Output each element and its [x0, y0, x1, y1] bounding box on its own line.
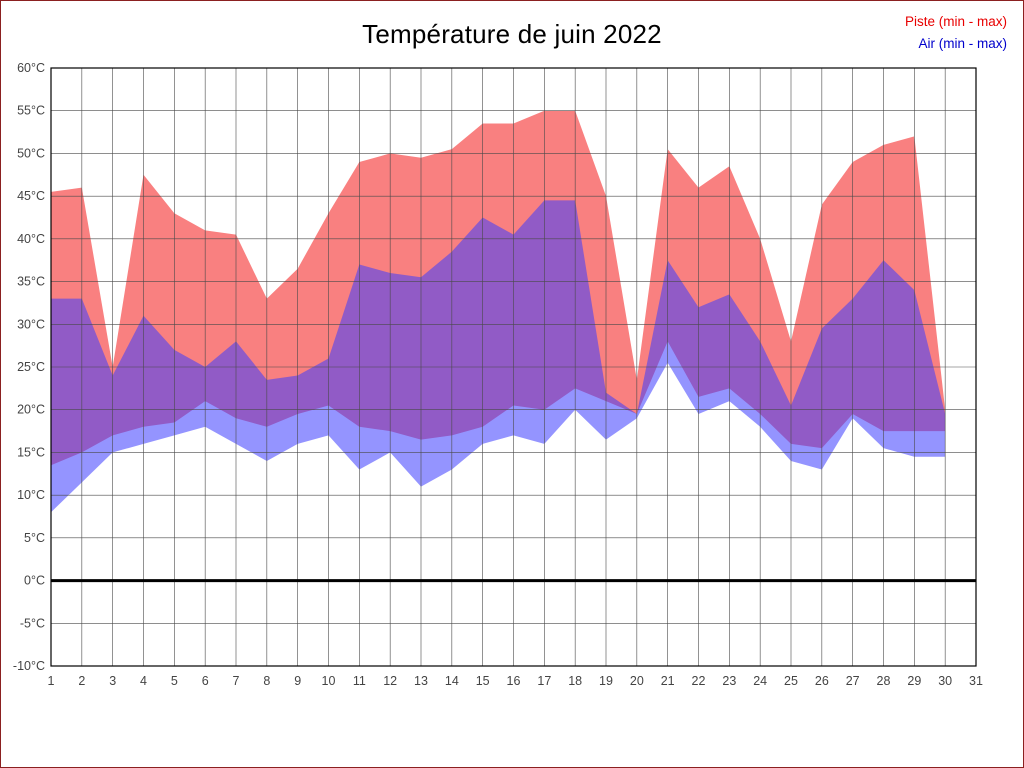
x-tick-label: 3 [109, 674, 116, 688]
x-tick-label: 9 [294, 674, 301, 688]
x-tick-label: 14 [445, 674, 459, 688]
x-tick-label: 23 [722, 674, 736, 688]
legend-item-air: Air (min - max) [918, 36, 1008, 51]
legend-item-piste: Piste (min - max) [904, 14, 1007, 29]
x-tick-label: 11 [353, 674, 366, 688]
y-tick-label: 30°C [17, 317, 45, 331]
x-tick-label: 16 [507, 674, 521, 688]
y-tick-label: -5°C [20, 616, 45, 630]
legend: Piste (min - max) Air (min - max) [905, 11, 1007, 55]
x-tick-label: 12 [383, 674, 397, 688]
x-tick-label: 4 [140, 674, 147, 688]
x-tick-label: 21 [661, 674, 675, 688]
y-tick-label: 40°C [17, 232, 45, 246]
y-tick-label: 10°C [17, 488, 45, 502]
x-tick-label: 2 [78, 674, 85, 688]
x-tick-label: 5 [171, 674, 178, 688]
y-tick-label: 0°C [24, 574, 45, 588]
x-tick-label: 26 [815, 674, 829, 688]
x-tick-label: 17 [537, 674, 551, 688]
x-tick-label: 28 [877, 674, 891, 688]
y-tick-label: 50°C [17, 146, 45, 160]
x-tick-label: 15 [476, 674, 490, 688]
plot-border [50, 67, 977, 667]
x-tick-label: 8 [263, 674, 270, 688]
y-tick-label: 60°C [17, 61, 45, 75]
x-tick-label: 6 [202, 674, 209, 688]
band-air [51, 200, 946, 513]
x-tick-label: 29 [907, 674, 921, 688]
x-tick-label: 10 [322, 674, 336, 688]
chart-title: Température de juin 2022 [362, 19, 662, 49]
x-tick-label: 19 [599, 674, 613, 688]
x-tick-label: 22 [692, 674, 706, 688]
y-tick-label: -10°C [13, 659, 45, 673]
y-tick-label: 20°C [17, 403, 45, 417]
y-tick-label: 35°C [17, 275, 45, 289]
x-tick-label: 27 [846, 674, 860, 688]
x-tick-label: 30 [938, 674, 952, 688]
x-tick-label: 31 [969, 674, 983, 688]
x-tick-label: 1 [48, 674, 55, 688]
y-tick-label: 15°C [17, 445, 45, 459]
y-tick-label: 25°C [17, 360, 45, 374]
x-tick-label: 20 [630, 674, 644, 688]
x-tick-label: 24 [753, 674, 767, 688]
x-tick-label: 7 [233, 674, 240, 688]
x-tick-label: 13 [414, 674, 428, 688]
x-tick-label: 25 [784, 674, 798, 688]
x-tick-label: 18 [568, 674, 582, 688]
y-tick-label: 45°C [17, 189, 45, 203]
y-tick-label: 55°C [17, 104, 45, 118]
y-tick-label: 5°C [24, 531, 45, 545]
